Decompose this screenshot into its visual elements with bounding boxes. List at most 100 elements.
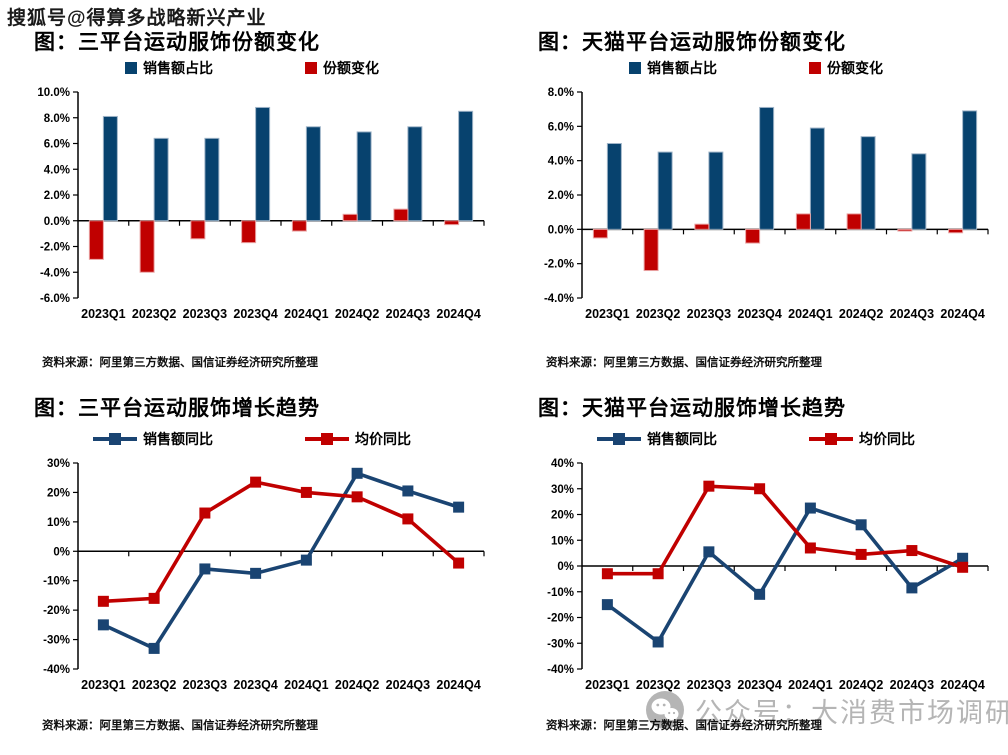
sohu-watermark: 搜狐号@得算多战略新兴产业	[7, 8, 267, 29]
legend-item: 份额变化	[305, 58, 379, 78]
svg-text:2023Q4: 2023Q4	[737, 307, 782, 321]
svg-text:2024Q4: 2024Q4	[436, 678, 481, 692]
svg-text:2023Q2: 2023Q2	[636, 678, 681, 692]
legend-label: 销售额同比	[143, 431, 213, 447]
chart-legend: 销售额占比 份额变化	[504, 58, 1008, 78]
svg-text:2024Q4: 2024Q4	[940, 678, 985, 692]
svg-text:2023Q1: 2023Q1	[81, 307, 126, 321]
svg-text:2024Q4: 2024Q4	[436, 307, 481, 321]
svg-text:-2.0%: -2.0%	[40, 242, 70, 254]
chart-panel-tmall-share: 图：天猫平台运动服饰份额变化 销售额占比 份额变化 -4.0% -2.0% 0.0%…	[504, 0, 1008, 377]
legend-item: 均价同比	[305, 429, 411, 449]
legend-item: 均价同比	[809, 429, 915, 449]
svg-text:2023Q1: 2023Q1	[81, 678, 126, 692]
svg-text:2024Q1: 2024Q1	[284, 307, 329, 321]
source-note: 资料来源：阿里第三方数据、国信证券经济研究所整理	[546, 720, 822, 732]
legend-swatch-blue	[125, 62, 137, 74]
tmall-share-bar-chart: -4.0% -2.0% 0.0% 2.0% 4.0% 6.0% 8.0% 2023Q1 2023…	[544, 87, 989, 321]
svg-text:30%: 30%	[47, 458, 70, 470]
svg-text:6.0%: 6.0%	[44, 139, 70, 151]
legend-label: 均价同比	[859, 431, 915, 447]
svg-text:0.0%: 0.0%	[44, 216, 70, 228]
legend-line-marker-blue	[93, 432, 137, 445]
svg-text:2023Q2: 2023Q2	[132, 307, 177, 321]
legend-line-marker-red	[305, 432, 349, 445]
svg-text:-4.0%: -4.0%	[544, 293, 574, 305]
legend-item: 销售额占比	[629, 58, 717, 78]
legend-label: 份额变化	[323, 60, 379, 76]
svg-text:2024Q2: 2024Q2	[335, 678, 380, 692]
chart-title: 图：三平台运动服饰增长趋势	[34, 397, 320, 420]
wechat-watermark-text: 公众号：大消费市场调研	[695, 697, 1008, 728]
svg-text:2023Q1: 2023Q1	[585, 307, 630, 321]
svg-text:40%: 40%	[551, 458, 574, 470]
chart-legend: 销售额同比 均价同比	[504, 429, 1008, 449]
source-note: 资料来源：阿里第三方数据、国信证券经济研究所整理	[42, 357, 318, 369]
svg-text:2023Q3: 2023Q3	[687, 307, 732, 321]
svg-text:2024Q2: 2024Q2	[839, 307, 884, 321]
svg-text:2024Q1: 2024Q1	[788, 678, 833, 692]
tmall-growth-line-chart: -40% -30% -20% -10% 0% 10% 20% 30% 40% 2023Q1 2023…	[547, 458, 989, 692]
svg-text:2023Q4: 2023Q4	[233, 307, 278, 321]
legend-item: 份额变化	[809, 58, 883, 78]
svg-text:-6.0%: -6.0%	[40, 293, 70, 305]
legend-item: 销售额同比	[597, 429, 717, 449]
svg-text:2023Q3: 2023Q3	[687, 678, 732, 692]
wechat-watermark: 公众号：大消费市场调研	[645, 690, 1008, 730]
legend-swatch-blue	[629, 62, 641, 74]
svg-text:2023Q4: 2023Q4	[233, 678, 278, 692]
svg-text:2023Q3: 2023Q3	[183, 307, 228, 321]
svg-text:-4.0%: -4.0%	[40, 267, 70, 279]
chart-title: 图：天猫平台运动服饰增长趋势	[538, 397, 846, 420]
svg-text:30%: 30%	[551, 484, 574, 496]
legend-swatch-red	[305, 62, 317, 74]
svg-text:2023Q2: 2023Q2	[132, 678, 177, 692]
chart-legend: 销售额同比 均价同比	[0, 429, 504, 449]
chart-title: 图：三平台运动服饰份额变化	[34, 31, 320, 54]
svg-text:2023Q2: 2023Q2	[636, 307, 681, 321]
svg-text:0%: 0%	[557, 561, 574, 573]
svg-text:6.0%: 6.0%	[548, 121, 574, 133]
legend-label: 销售额同比	[647, 431, 717, 447]
chart-legend: 销售额占比 份额变化	[0, 58, 504, 78]
svg-text:0%: 0%	[53, 546, 70, 558]
svg-text:2024Q2: 2024Q2	[335, 307, 380, 321]
svg-text:2023Q1: 2023Q1	[585, 678, 630, 692]
svg-text:2024Q1: 2024Q1	[788, 307, 833, 321]
source-note: 资料来源：阿里第三方数据、国信证券经济研究所整理	[42, 720, 318, 732]
svg-text:2023Q4: 2023Q4	[737, 678, 782, 692]
svg-text:10%: 10%	[551, 535, 574, 547]
svg-text:2023Q3: 2023Q3	[183, 678, 228, 692]
svg-text:-2.0%: -2.0%	[544, 259, 574, 271]
svg-text:-40%: -40%	[547, 664, 574, 676]
source-note: 资料来源：阿里第三方数据、国信证券经济研究所整理	[546, 357, 822, 369]
svg-text:2024Q3: 2024Q3	[386, 678, 431, 692]
svg-text:-30%: -30%	[43, 635, 70, 647]
svg-text:4.0%: 4.0%	[548, 156, 574, 168]
chart-panel-tmall-growth: 图：天猫平台运动服饰增长趋势 销售额同比 均价同比 -40% -30% -20% -1…	[504, 377, 1008, 754]
svg-text:2024Q3: 2024Q3	[386, 307, 431, 321]
svg-text:2024Q3: 2024Q3	[890, 678, 935, 692]
growth-line-chart: -40% -30% -20% -10% 0% 10% 20% 30% 2023Q1 2023Q2 2…	[43, 458, 485, 692]
legend-label: 销售额占比	[647, 60, 717, 76]
svg-text:4.0%: 4.0%	[44, 164, 70, 176]
svg-text:2024Q3: 2024Q3	[890, 307, 935, 321]
svg-text:2024Q2: 2024Q2	[839, 678, 884, 692]
svg-text:-10%: -10%	[43, 576, 70, 588]
svg-text:-20%: -20%	[547, 613, 574, 625]
svg-text:2.0%: 2.0%	[44, 190, 70, 202]
share-bar-chart: -6.0% -4.0% -2.0% 0.0% 2.0% 4.0% 6.0% 8.0% 10.0%…	[37, 87, 485, 321]
svg-text:-10%: -10%	[547, 587, 574, 599]
wechat-icon	[646, 691, 684, 729]
svg-text:10.0%: 10.0%	[37, 87, 70, 99]
svg-text:10%: 10%	[47, 517, 70, 529]
chart-panel-platforms-share: 图：三平台运动服饰份额变化 销售额占比 份额变化 -6.0% -4.0% -2.0%…	[0, 0, 504, 377]
svg-text:20%: 20%	[47, 487, 70, 499]
legend-item: 销售额同比	[93, 429, 213, 449]
legend-line-marker-blue	[597, 432, 641, 445]
svg-text:-40%: -40%	[43, 664, 70, 676]
legend-swatch-red	[809, 62, 821, 74]
svg-text:2024Q4: 2024Q4	[940, 307, 985, 321]
svg-text:20%: 20%	[551, 510, 574, 522]
svg-text:-20%: -20%	[43, 605, 70, 617]
